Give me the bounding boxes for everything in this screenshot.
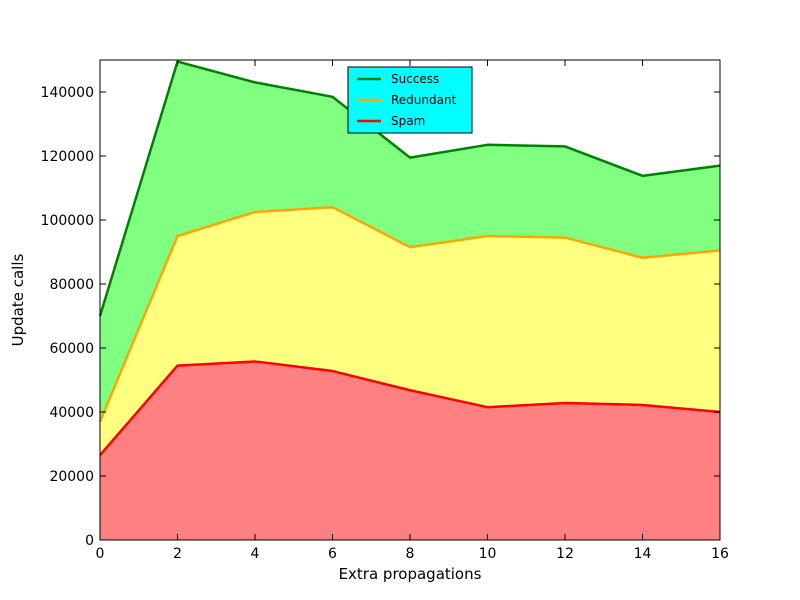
- x-axis-label: Extra propagations: [339, 565, 482, 583]
- y-tick-label: 0: [85, 533, 94, 549]
- y-tick-label: 120000: [41, 149, 94, 165]
- legend: Success Redundant Spam: [347, 66, 473, 134]
- x-tick-label: 2: [173, 546, 182, 562]
- y-tick-label: 140000: [41, 85, 94, 101]
- x-tick-label: 10: [479, 546, 497, 562]
- y-axis-label: Update calls: [9, 253, 27, 346]
- y-axis-ticks: 0 20000 40000 60000 80000 100000 120000 140000: [41, 85, 720, 549]
- series-lines: [98, 60, 721, 457]
- x-tick-label: 4: [251, 546, 260, 562]
- legend-label-success: Success: [391, 72, 439, 86]
- y-tick-label: 60000: [49, 341, 94, 357]
- x-tick-label: 0: [96, 546, 105, 562]
- legend-label-redundant: Redundant: [391, 93, 457, 107]
- area-redundant: [100, 207, 720, 456]
- y-tick-label: 80000: [49, 277, 94, 293]
- x-tick-label: 16: [711, 546, 729, 562]
- area-spam: [100, 361, 720, 540]
- x-tick-label: 12: [556, 546, 574, 562]
- area-fills: [100, 61, 720, 540]
- y-tick-label: 100000: [41, 213, 94, 229]
- y-tick-label: 40000: [49, 405, 94, 421]
- x-tick-label: 6: [328, 546, 337, 562]
- legend-label-spam: Spam: [391, 114, 425, 128]
- area-success: [100, 61, 720, 422]
- y-tick-label: 20000: [49, 469, 94, 485]
- x-axis-ticks: 0 2 4 6 8 10 12 14 16: [96, 60, 729, 562]
- x-tick-label: 14: [634, 546, 652, 562]
- x-tick-label: 8: [406, 546, 415, 562]
